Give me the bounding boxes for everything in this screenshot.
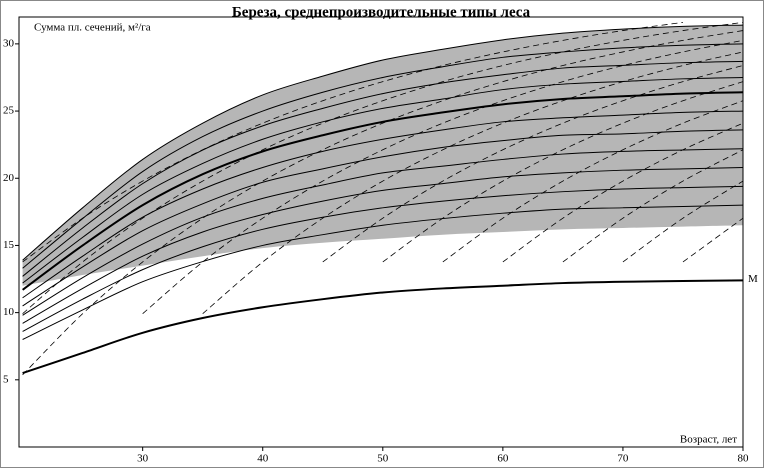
x-tick-label: 60 — [497, 453, 509, 465]
curve — [22, 148, 743, 316]
dashed-curve — [22, 21, 743, 315]
curve — [22, 91, 743, 291]
dashed-curve — [562, 149, 743, 263]
band-area — [22, 25, 743, 286]
curve — [22, 204, 743, 340]
y-axis-label: Сумма пл. сечений, м²/га — [34, 22, 151, 34]
chart-title: Береза, среднепроизводительные типы леса — [232, 4, 531, 20]
y-tick-label: 20 — [3, 172, 15, 184]
curve — [22, 110, 743, 299]
dashed-curve — [442, 100, 743, 263]
dashed-curve — [22, 21, 684, 263]
dashed-curve — [622, 180, 743, 263]
dashed-curve — [22, 30, 743, 376]
x-tick-label: 70 — [617, 453, 629, 465]
x-tick-label: 80 — [738, 453, 750, 465]
plot-area — [22, 21, 743, 376]
curve — [22, 43, 743, 269]
plot-border — [18, 16, 744, 448]
curve — [22, 129, 743, 307]
y-tick-label: 25 — [3, 105, 15, 117]
x-tick-label: 40 — [257, 453, 269, 465]
dashed-curve — [202, 51, 743, 315]
curve — [22, 60, 743, 277]
x-axis-label: Возраст, лет — [680, 434, 737, 446]
x-tick-label: 30 — [137, 453, 149, 465]
series-label: M — [748, 273, 758, 285]
curve — [22, 24, 743, 261]
x-tick-label: 50 — [377, 453, 389, 465]
curve — [22, 279, 743, 375]
curve — [22, 167, 743, 324]
curve — [22, 185, 743, 332]
y-tick-label: 10 — [3, 306, 15, 318]
dashed-curve — [322, 65, 743, 263]
y-tick-label: 30 — [3, 37, 15, 49]
y-tick-label: 15 — [3, 239, 15, 251]
dashed-curve — [382, 81, 743, 263]
y-tick-label: 5 — [3, 373, 9, 385]
dashed-curve — [682, 217, 743, 263]
dashed-curve — [502, 122, 743, 263]
dashed-curve — [142, 39, 743, 315]
